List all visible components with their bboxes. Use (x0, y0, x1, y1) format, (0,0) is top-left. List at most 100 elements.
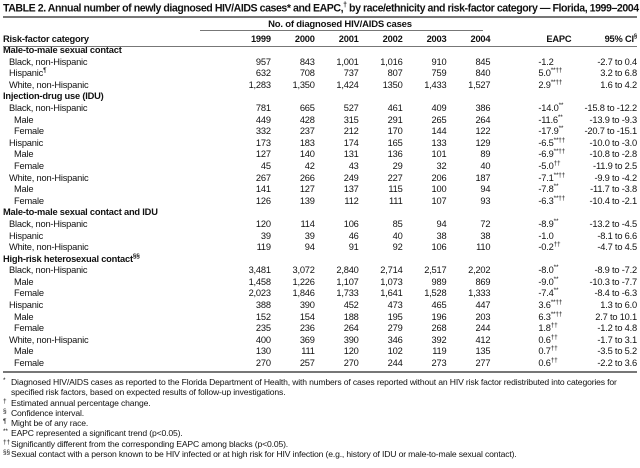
case-count-cell: 38 (480, 230, 491, 241)
row-label-text: Male (14, 114, 34, 125)
footnote-text: EAPC represented a significant trend (p<… (11, 428, 183, 439)
case-count-cell: 1,333 (468, 288, 491, 299)
eapc-value: -6.5 (538, 137, 554, 148)
case-count-cell: 236 (299, 323, 315, 334)
case-count-cell: 270 (343, 358, 359, 369)
eapc-cell: -6.5**†† (490, 136, 579, 150)
case-count-cell: 195 (387, 311, 403, 322)
row-label: Black, non-Hispanic (3, 219, 227, 231)
eapc-cell: 0.6†† (490, 357, 579, 370)
eapc-cell: -6.9**†† (490, 149, 579, 161)
case-count-cell: 1,424 (336, 79, 359, 90)
eapc-value: 0.7 (538, 346, 551, 357)
row-label-text: Black, non-Hispanic (9, 265, 88, 276)
case-count-cell: 392 (431, 334, 447, 345)
table-row: Male 449 428 315 291 265 264 -11.6** -13.9 to -9… (3, 114, 637, 127)
eapc-value: -8.9 (538, 218, 554, 229)
eapc-value: -6.9 (538, 149, 554, 160)
row-label-text: Female (14, 160, 44, 171)
case-count-cell: 43 (348, 160, 359, 171)
table-row: Male 152 154 188 195 196 203 6.3**†† 2.7 to 10.1 (3, 310, 637, 324)
case-count-cell: 2,202 (468, 265, 491, 276)
case-count-cell: 244 (475, 323, 491, 334)
case-count-cell: 45 (260, 160, 271, 171)
case-count-cell: 94 (480, 184, 491, 195)
table-row: Female 2,023 1,846 1,733 1,641 1,528 1,333 -7.4… (3, 288, 637, 300)
case-count-cell: 1,458 (248, 276, 271, 287)
row-label: Male (3, 312, 227, 324)
ci-cell: 1.3 to 6.0 (600, 300, 637, 311)
eapc-cell: -7.4** (490, 288, 579, 300)
case-count-cell: 130 (255, 346, 271, 357)
table-row: Hispanic 173 183 174 165 133 129 -6.5**†† -10.0 … (3, 136, 637, 150)
row-label: Hispanic (3, 138, 227, 150)
table-row: Female 270 257 270 244 273 277 0.6†† -2.2 to 3.6 (3, 357, 637, 370)
footnote-mark: **†† (553, 136, 566, 144)
header-row: Risk-factor category 1999 2000 2001 2002… (3, 33, 637, 45)
footnotes: * Diagnosed HIV/AIDS cases as reported to… (3, 377, 637, 459)
footnote-text: Confidence interval. (11, 407, 84, 418)
eapc-cell: -6.3**†† (490, 195, 579, 208)
row-label-text: Male (14, 346, 34, 357)
case-count-cell: 869 (475, 276, 491, 287)
case-count-cell: 144 (431, 126, 447, 137)
case-count-cell: 279 (387, 323, 403, 334)
case-count-cell: 89 (480, 149, 491, 160)
case-count-cell: 2,840 (336, 265, 359, 276)
case-count-cell: 1,226 (292, 276, 315, 287)
row-label: White, non-Hispanic (3, 80, 227, 92)
case-count-cell: 449 (255, 114, 271, 125)
case-count-cell: 196 (431, 311, 447, 322)
footnote-mark: ¶ (43, 67, 47, 75)
case-count-cell: 137 (343, 184, 359, 195)
case-count-cell: 91 (348, 242, 359, 253)
ci-cell: -13.2 to -4.5 (589, 218, 637, 229)
case-count-cell: 235 (255, 323, 271, 334)
case-count-cell: 665 (299, 102, 315, 113)
ci-cell: -2.2 to 3.6 (597, 358, 637, 369)
ci-cell: -8.9 to -7.2 (594, 265, 637, 276)
eapc-value: -7.4 (538, 288, 554, 299)
case-count-cell: 270 (255, 358, 271, 369)
case-count-cell: 1,107 (336, 276, 359, 287)
ci-cell: -8.1 to 6.6 (597, 230, 637, 241)
case-count-cell: 781 (255, 102, 271, 113)
top-rule (3, 16, 637, 18)
table-row: Female 235 236 264 279 268 244 1.8†† -1.2 to 4.8 (3, 322, 637, 335)
title-text: TABLE 2. Annual number of newly diagnose… (3, 2, 344, 15)
row-label: Hispanic¶ (3, 67, 227, 80)
case-count-cell: 187 (475, 172, 491, 183)
table-row: White, non-Hispanic 400 369 390 346 392 412 0.6… (3, 334, 637, 347)
column-group-rule (200, 30, 483, 31)
footnote-mark: ** (553, 287, 559, 295)
row-label-text: White, non-Hispanic (9, 334, 89, 345)
footnote: ¶ Might be of any race. (3, 418, 637, 428)
case-count-cell: 188 (343, 311, 359, 322)
case-count-cell: 737 (343, 68, 359, 79)
row-label-text: Female (14, 358, 44, 369)
case-count-cell: 845 (475, 56, 491, 67)
table-row: Male 130 111 120 102 119 135 0.7†† -3.5 to 5.2 (3, 346, 637, 358)
ci-cell: 3.2 to 6.8 (600, 68, 637, 79)
case-count-cell: 244 (387, 358, 403, 369)
footnote-mark: †† (553, 159, 561, 167)
row-label: Female (3, 126, 227, 138)
ci-cell: -1.7 to 3.1 (597, 334, 637, 345)
eapc-value: -5.0 (538, 160, 554, 171)
case-count-cell: 40 (480, 160, 491, 171)
case-count-cell: 154 (299, 311, 315, 322)
row-label: Female (3, 196, 227, 208)
eapc-value: 0.6 (538, 358, 551, 369)
case-count-cell: 273 (431, 358, 447, 369)
row-label: Injection-drug use (IDU) (3, 91, 227, 103)
row-label-text: Hispanic (9, 300, 44, 311)
footnote: †† Significantly different from the corre… (3, 439, 637, 449)
case-count-cell: 473 (387, 300, 403, 311)
row-label-text: Black, non-Hispanic (9, 56, 88, 67)
header-year: 2003 (426, 34, 447, 44)
eapc-value: -17.9 (538, 126, 559, 137)
case-count-cell: 527 (343, 102, 359, 113)
case-count-cell: 315 (343, 114, 359, 125)
footnote-mark: **†† (550, 310, 563, 318)
row-label: Hispanic (3, 231, 227, 243)
